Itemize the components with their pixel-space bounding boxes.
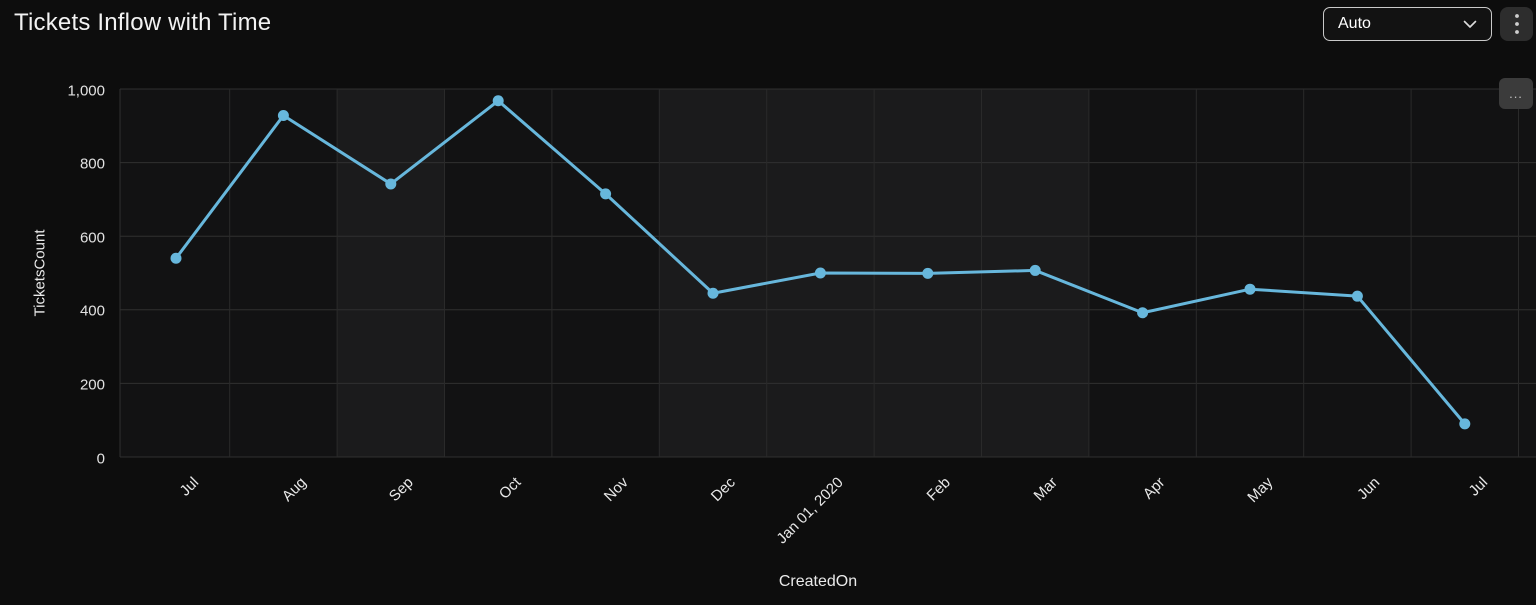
chart-title: Tickets Inflow with Time [14,9,272,36]
data-point[interactable] [922,267,934,279]
data-point[interactable] [814,267,826,279]
data-point[interactable] [1029,264,1041,276]
data-point[interactable] [385,178,397,190]
y-tick-label: 400 [79,302,105,320]
data-point[interactable] [170,252,182,264]
data-point[interactable] [277,109,289,121]
kebab-icon [1514,13,1520,35]
axis-band-fill [659,89,767,457]
axis-band-fill [337,89,445,457]
data-point[interactable] [600,188,612,200]
more-options-button[interactable] [1500,7,1533,41]
chart-mini-options-button[interactable]: ... [1499,78,1533,109]
data-point[interactable] [1244,283,1256,295]
data-point[interactable] [1351,290,1363,302]
data-point[interactable] [1137,307,1149,319]
y-tick-label: 1,000 [67,82,105,99]
data-point[interactable] [707,287,719,299]
data-point[interactable] [492,95,504,107]
y-tick-label: 200 [79,376,105,394]
refresh-rate-dropdown[interactable]: Auto [1323,7,1492,41]
y-axis-title: TicketsCount [31,229,49,317]
y-tick-label: 800 [79,155,105,173]
y-tick-label: 0 [96,450,105,467]
data-point[interactable] [1459,418,1471,430]
x-axis-title: CreatedOn [778,573,858,590]
y-tick-label: 600 [79,229,105,247]
refresh-rate-dropdown-value: Auto [1338,15,1371,32]
chevron-down-icon [1461,15,1479,33]
